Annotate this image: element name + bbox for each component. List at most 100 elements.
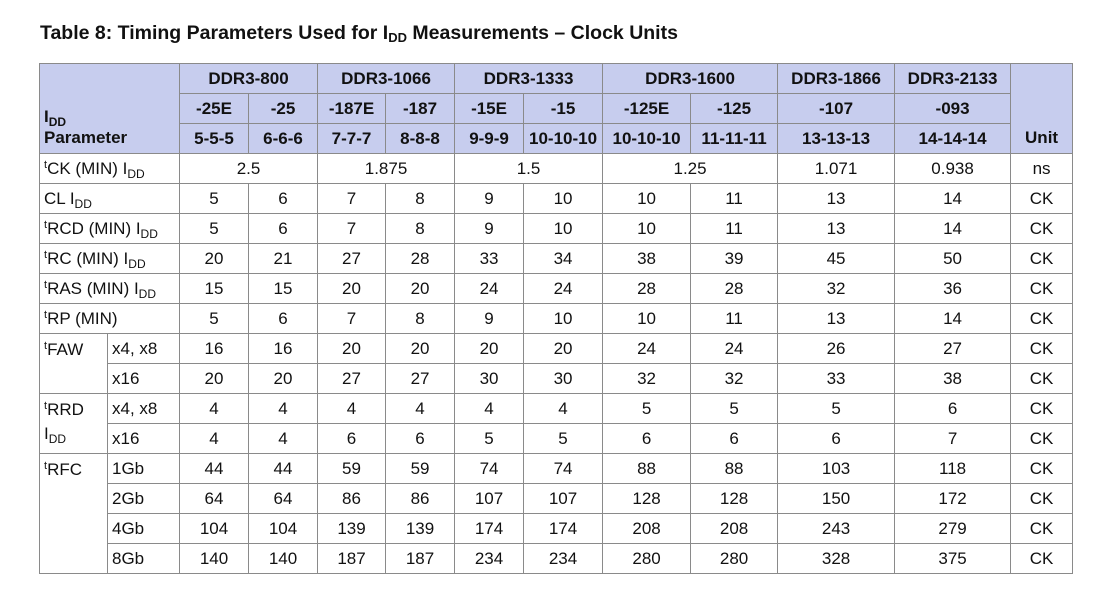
table-cell: 13 <box>777 213 896 244</box>
header-text: Parameter <box>44 128 128 147</box>
unit-cell: CK <box>1010 543 1074 574</box>
label-prefix: t <box>44 308 48 321</box>
cl-trcd-trp: 8-8-8 <box>385 123 456 154</box>
unit-cell: CK <box>1010 333 1074 364</box>
table-cell: 6 <box>248 183 319 214</box>
unit-cell: CK <box>1010 423 1074 454</box>
table-cell: 7 <box>317 303 387 334</box>
group-label: tRFC <box>39 453 108 574</box>
header-row-groups: IDD Parameter DDR3-800 DDR3-1066 DDR3-1333 DD… <box>38 63 1074 154</box>
table-cell: 32 <box>602 363 692 394</box>
header-subscript: DD <box>48 115 67 129</box>
unit-cell: CK <box>1010 363 1074 394</box>
cl-trcd-trp: 10-10-10 <box>602 123 692 154</box>
table-cell: 39 <box>690 243 779 274</box>
table-cell: 20 <box>454 333 525 364</box>
table-row: tCK (MIN) IDD 2.5 1.875 1.5 1.25 1.071 0.938 ns <box>38 153 1074 184</box>
table-cell: 74 <box>523 453 604 484</box>
table-cell: 38 <box>602 243 692 274</box>
sub-label: 8Gb <box>106 543 181 574</box>
table-cell: 8 <box>385 183 456 214</box>
unit-cell: CK <box>1010 213 1074 244</box>
label-text: RRD <box>47 400 84 419</box>
table-cell: 30 <box>523 363 604 394</box>
sub-label: 1Gb <box>106 453 181 484</box>
label-text: CK (MIN) I <box>47 158 128 178</box>
table-cell: 4 <box>248 423 319 454</box>
unit-header: Unit <box>1010 63 1074 154</box>
speed-bin: -093 <box>894 93 1012 124</box>
table-cell: 36 <box>894 273 1012 304</box>
table-cell: 140 <box>179 543 250 574</box>
table-cell: 107 <box>454 483 525 514</box>
table-cell: 15 <box>179 273 250 304</box>
speed-bin: -125 <box>690 93 779 124</box>
unit-cell: CK <box>1010 453 1074 484</box>
table-cell: 107 <box>523 483 604 514</box>
table-cell: 172 <box>894 483 1012 514</box>
table-title: Table 8: Timing Parameters Used for IDD … <box>40 22 678 45</box>
table-cell: 21 <box>248 243 319 274</box>
table-cell: 4 <box>179 423 250 454</box>
table-cell: 26 <box>777 333 896 364</box>
table-cell: 50 <box>894 243 1012 274</box>
table-cell: 86 <box>317 483 387 514</box>
label-prefix: t <box>44 460 48 472</box>
table-cell: 44 <box>179 453 250 484</box>
row-label: tRAS (MIN) IDD <box>38 273 181 304</box>
label-prefix: t <box>44 158 48 171</box>
cl-trcd-trp: 14-14-14 <box>894 123 1012 154</box>
table-cell: 4 <box>317 393 387 424</box>
table-cell: 30 <box>454 363 525 394</box>
table-cell: 16 <box>179 333 250 364</box>
table-cell: 5 <box>523 423 604 454</box>
table-cell: 5 <box>454 423 525 454</box>
row-label: tRCD (MIN) IDD <box>38 213 181 244</box>
table-cell: 64 <box>179 483 250 514</box>
table-cell: 32 <box>777 273 896 304</box>
unit-cell: CK <box>1010 273 1074 304</box>
sub-label: 4Gb <box>106 513 181 544</box>
table-cell: 5 <box>602 393 692 424</box>
table-cell: 6 <box>894 393 1012 424</box>
label-text: RAS (MIN) I <box>47 278 139 298</box>
table-row: tFAW x4, x8 16 16 20 20 20 20 24 24 26 27 CK <box>39 333 1074 394</box>
table-row: tRC (MIN) IDD 20 21 27 28 33 34 38 39 45 50 CK <box>38 243 1074 274</box>
label-text: RP (MIN) <box>47 308 118 328</box>
table-cell: 2.5 <box>179 153 319 184</box>
table-cell: 15 <box>248 273 319 304</box>
speed-bin: -125E <box>602 93 692 124</box>
label-prefix: t <box>44 248 48 261</box>
table-cell: 24 <box>523 273 604 304</box>
speed-bin: -15E <box>454 93 525 124</box>
header-text: I <box>44 107 49 126</box>
table-cell: 20 <box>248 363 319 394</box>
table-cell: 44 <box>248 453 319 484</box>
table-cell: 27 <box>317 363 387 394</box>
table-cell: 13 <box>777 183 896 214</box>
table-row: tRRD IDD x4, x8 4 4 4 4 4 4 5 5 5 6 CK <box>39 393 1074 454</box>
table-cell: 14 <box>894 183 1012 214</box>
table-cell: 6 <box>385 423 456 454</box>
table-cell: 4 <box>454 393 525 424</box>
label-text: I <box>44 424 49 443</box>
table-cell: 243 <box>777 513 896 544</box>
header-row-speeds: -25E -25 -187E -187 -15E -15 -125E -125 -107 -093 <box>40 93 1073 124</box>
table-cell: 6 <box>317 423 387 454</box>
cl-trcd-trp: 5-5-5 <box>179 123 250 154</box>
unit-cell: CK <box>1010 303 1074 334</box>
speed-grade-group: DDR3-1600 <box>602 63 779 94</box>
table-cell: 234 <box>523 543 604 574</box>
label-text: CL I <box>44 188 75 208</box>
table-cell: 7 <box>317 213 387 244</box>
table-cell: 10 <box>602 183 692 214</box>
label-prefix: t <box>44 400 48 412</box>
table-cell: 6 <box>777 423 896 454</box>
table-cell: 11 <box>690 213 779 244</box>
speed-bin: -187E <box>317 93 387 124</box>
table-cell: 11 <box>690 303 779 334</box>
label-subscript: DD <box>138 286 157 301</box>
table-cell: 6 <box>690 423 779 454</box>
table-cell: 27 <box>317 243 387 274</box>
table-cell: 24 <box>454 273 525 304</box>
